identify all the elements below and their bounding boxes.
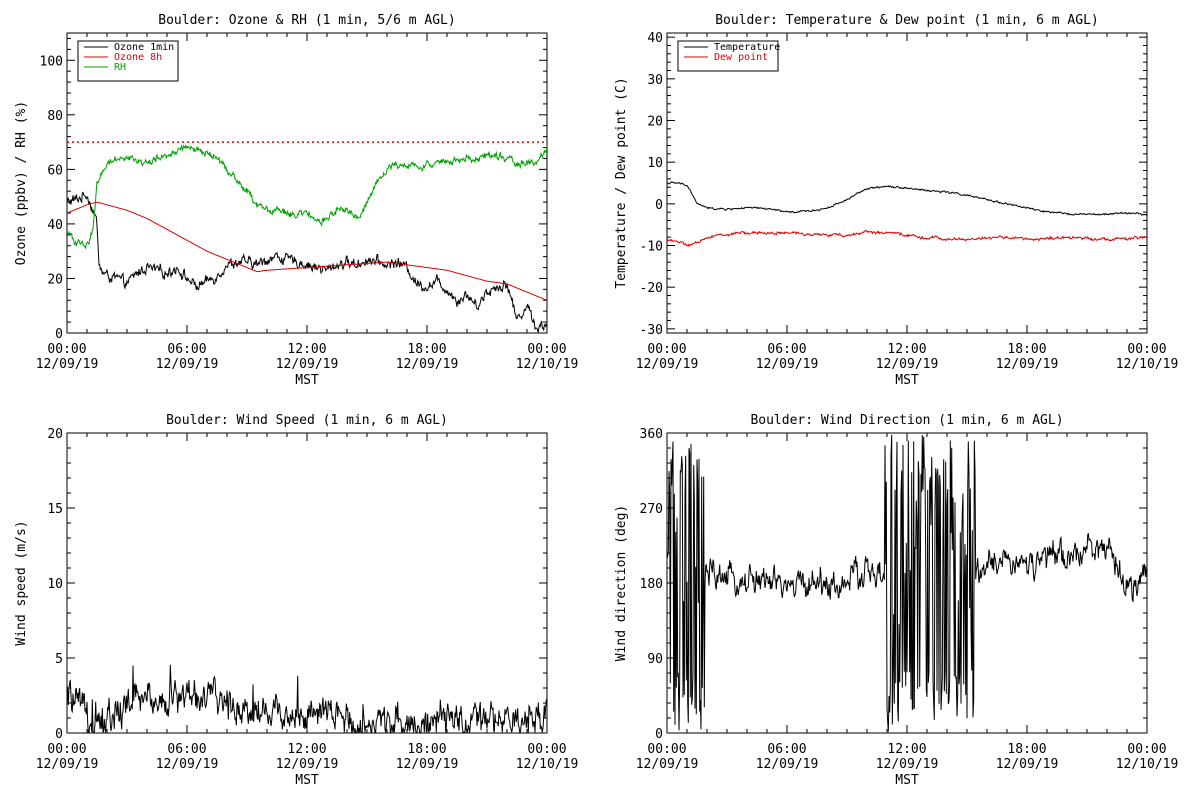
x-tick-time: 18:00	[1007, 742, 1046, 757]
x-tick-time: 00:00	[1127, 742, 1166, 757]
y-tick-label: 10	[47, 577, 63, 592]
y-tick-label: 0	[655, 198, 663, 213]
x-tick-time: 18:00	[1007, 342, 1046, 357]
x-tick-date: 12/09/19	[876, 757, 939, 772]
legend-box	[677, 40, 779, 72]
ozone-rh-panel: Boulder: Ozone & RH (1 min, 5/6 m AGL)00…	[14, 13, 578, 388]
y-tick-label: 20	[647, 115, 663, 130]
series-line-ozone-8h	[67, 201, 547, 301]
x-tick-time: 12:00	[287, 342, 326, 357]
y-tick-label: 80	[47, 109, 63, 124]
y-tick-label: 60	[47, 163, 63, 178]
x-tick-date: 12/09/19	[756, 357, 819, 372]
chart-title: Boulder: Temperature & Dew point (1 min,…	[715, 13, 1099, 28]
y-axis-label: Temperature / Dew point (C)	[614, 77, 629, 288]
x-tick-date: 12/09/19	[276, 357, 339, 372]
x-tick-time: 06:00	[167, 342, 206, 357]
x-tick-date: 12/10/19	[1116, 757, 1179, 772]
wind-direction-panel: Boulder: Wind Direction (1 min, 6 m AGL)…	[614, 413, 1178, 788]
y-tick-label: 20	[47, 272, 63, 287]
x-tick-date: 12/10/19	[516, 357, 579, 372]
y-tick-label: 40	[47, 218, 63, 233]
x-tick-time: 18:00	[407, 342, 446, 357]
legend-label: Ozone 8h	[114, 52, 162, 63]
series-line-temperature	[667, 181, 1147, 216]
y-tick-label: 15	[47, 502, 63, 517]
x-axis-label: MST	[295, 773, 319, 788]
x-tick-time: 00:00	[47, 342, 86, 357]
series-line-ozone-1min	[67, 191, 547, 333]
chart-title: Boulder: Wind Direction (1 min, 6 m AGL)	[750, 413, 1063, 428]
chart-title: Boulder: Ozone & RH (1 min, 5/6 m AGL)	[158, 13, 455, 28]
x-tick-time: 00:00	[527, 742, 566, 757]
series-line-rh	[67, 143, 547, 250]
y-tick-label: 0	[655, 727, 663, 742]
x-tick-time: 06:00	[767, 742, 806, 757]
legend-box	[77, 40, 179, 82]
x-tick-date: 12/10/19	[516, 757, 579, 772]
x-tick-date: 12/09/19	[396, 357, 459, 372]
x-tick-time: 06:00	[767, 342, 806, 357]
plot-frame	[66, 432, 548, 734]
x-tick-date: 12/09/19	[36, 357, 99, 372]
x-tick-time: 00:00	[47, 742, 86, 757]
temperature-dewpoint-panel: Boulder: Temperature & Dew point (1 min,…	[614, 13, 1178, 388]
x-tick-time: 12:00	[887, 742, 926, 757]
y-tick-label: -20	[640, 281, 663, 296]
x-tick-time: 00:00	[647, 742, 686, 757]
x-tick-date: 12/09/19	[876, 357, 939, 372]
series-line-data	[667, 434, 1147, 732]
x-tick-time: 12:00	[887, 342, 926, 357]
x-axis-label: MST	[895, 373, 919, 388]
legend-label: Ozone 1min	[114, 42, 174, 53]
x-tick-date: 12/09/19	[36, 757, 99, 772]
x-tick-date: 12/09/19	[756, 757, 819, 772]
x-tick-date: 12/09/19	[996, 757, 1059, 772]
x-tick-date: 12/09/19	[636, 357, 699, 372]
y-tick-label: 0	[55, 727, 63, 742]
y-tick-label: 30	[647, 73, 663, 88]
x-tick-time: 00:00	[1127, 342, 1166, 357]
x-tick-date: 12/09/19	[996, 357, 1059, 372]
y-tick-label: 5	[55, 652, 63, 667]
y-tick-label: 100	[40, 54, 63, 69]
y-tick-label: 10	[647, 156, 663, 171]
y-axis-label: Ozone (ppbv) / RH (%)	[14, 101, 29, 265]
y-tick-label: 40	[647, 31, 663, 46]
y-tick-label: 0	[55, 327, 63, 342]
x-tick-time: 00:00	[647, 342, 686, 357]
plot-frame	[666, 32, 1148, 334]
legend-label: Temperature	[714, 42, 780, 53]
series-line-dew-point	[667, 229, 1147, 248]
y-tick-label: 270	[640, 502, 663, 517]
x-tick-time: 12:00	[287, 742, 326, 757]
y-tick-label: -10	[640, 240, 663, 255]
y-axis-label: Wind speed (m/s)	[14, 520, 29, 645]
legend-label: RH	[114, 62, 126, 73]
x-axis-label: MST	[895, 773, 919, 788]
y-tick-label: 360	[640, 427, 663, 442]
legend-label: Dew point	[714, 52, 768, 63]
chart-title: Boulder: Wind Speed (1 min, 6 m AGL)	[166, 413, 448, 428]
x-tick-date: 12/10/19	[1116, 357, 1179, 372]
x-axis-label: MST	[295, 373, 319, 388]
x-tick-date: 12/09/19	[396, 757, 459, 772]
x-tick-date: 12/09/19	[156, 357, 219, 372]
x-tick-date: 12/09/19	[636, 757, 699, 772]
y-axis-label: Wind direction (deg)	[614, 505, 629, 662]
series-line-data	[67, 664, 547, 733]
y-tick-label: 180	[640, 577, 663, 592]
x-tick-date: 12/09/19	[276, 757, 339, 772]
x-tick-time: 06:00	[167, 742, 206, 757]
x-tick-time: 00:00	[527, 342, 566, 357]
y-tick-label: 90	[647, 652, 663, 667]
y-tick-label: 20	[47, 427, 63, 442]
y-tick-label: -30	[640, 323, 663, 338]
x-tick-time: 18:00	[407, 742, 446, 757]
wind-speed-panel: Boulder: Wind Speed (1 min, 6 m AGL) 00:0…	[14, 413, 578, 788]
x-tick-date: 12/09/19	[156, 757, 219, 772]
